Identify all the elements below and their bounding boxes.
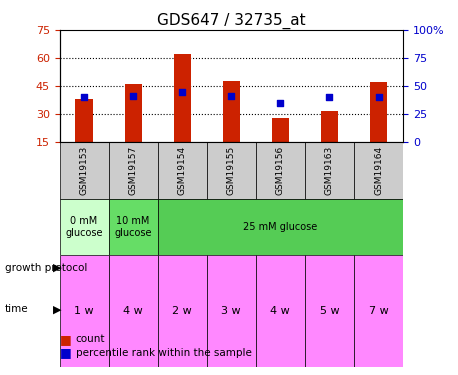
Text: 4 w: 4 w [123, 306, 143, 316]
FancyBboxPatch shape [60, 142, 109, 199]
Text: GSM19153: GSM19153 [80, 146, 88, 195]
Bar [76, 99, 93, 142]
Bar [174, 54, 191, 142]
FancyBboxPatch shape [305, 255, 354, 368]
Text: GSM19163: GSM19163 [325, 146, 334, 195]
FancyBboxPatch shape [207, 142, 256, 199]
Text: 0 mM
glucose: 0 mM glucose [65, 216, 103, 238]
FancyBboxPatch shape [109, 142, 158, 199]
FancyBboxPatch shape [354, 255, 403, 368]
Text: GSM19156: GSM19156 [276, 146, 285, 195]
Text: count: count [76, 334, 105, 344]
FancyBboxPatch shape [109, 199, 158, 255]
Text: 10 mM
glucose: 10 mM glucose [114, 216, 152, 238]
Point [179, 89, 186, 95]
FancyBboxPatch shape [158, 142, 207, 199]
Text: 25 mM glucose: 25 mM glucose [243, 222, 317, 232]
Text: GSM19164: GSM19164 [374, 146, 383, 195]
FancyBboxPatch shape [60, 199, 109, 255]
Point [326, 94, 333, 100]
Bar [125, 84, 142, 142]
Text: 7 w: 7 w [369, 306, 388, 316]
FancyBboxPatch shape [60, 255, 109, 368]
FancyBboxPatch shape [256, 142, 305, 199]
Text: percentile rank within the sample: percentile rank within the sample [76, 348, 251, 357]
FancyBboxPatch shape [354, 142, 403, 199]
Text: ■: ■ [60, 346, 71, 359]
Bar [223, 81, 240, 142]
Point [81, 94, 88, 100]
Text: GSM19157: GSM19157 [129, 146, 138, 195]
Point [228, 93, 235, 99]
FancyBboxPatch shape [109, 255, 158, 368]
Bar [272, 118, 289, 142]
Text: ▶: ▶ [53, 263, 61, 273]
FancyBboxPatch shape [158, 255, 207, 368]
Text: 3 w: 3 w [222, 306, 241, 316]
FancyBboxPatch shape [256, 255, 305, 368]
Text: ■: ■ [60, 333, 71, 346]
FancyBboxPatch shape [158, 199, 403, 255]
Bar [370, 82, 387, 142]
Text: 5 w: 5 w [320, 306, 339, 316]
Text: 4 w: 4 w [271, 306, 290, 316]
Point [277, 100, 284, 106]
Point [130, 93, 137, 99]
Text: ▶: ▶ [53, 304, 61, 314]
Text: 2 w: 2 w [172, 306, 192, 316]
FancyBboxPatch shape [207, 255, 256, 368]
Text: 1 w: 1 w [74, 306, 94, 316]
Text: growth protocol: growth protocol [5, 263, 87, 273]
Text: time: time [5, 304, 28, 314]
FancyBboxPatch shape [305, 142, 354, 199]
Text: GSM19155: GSM19155 [227, 146, 236, 195]
Bar [321, 111, 338, 142]
Point [375, 94, 382, 100]
Title: GDS647 / 32735_at: GDS647 / 32735_at [157, 12, 305, 28]
Text: GSM19154: GSM19154 [178, 146, 187, 195]
